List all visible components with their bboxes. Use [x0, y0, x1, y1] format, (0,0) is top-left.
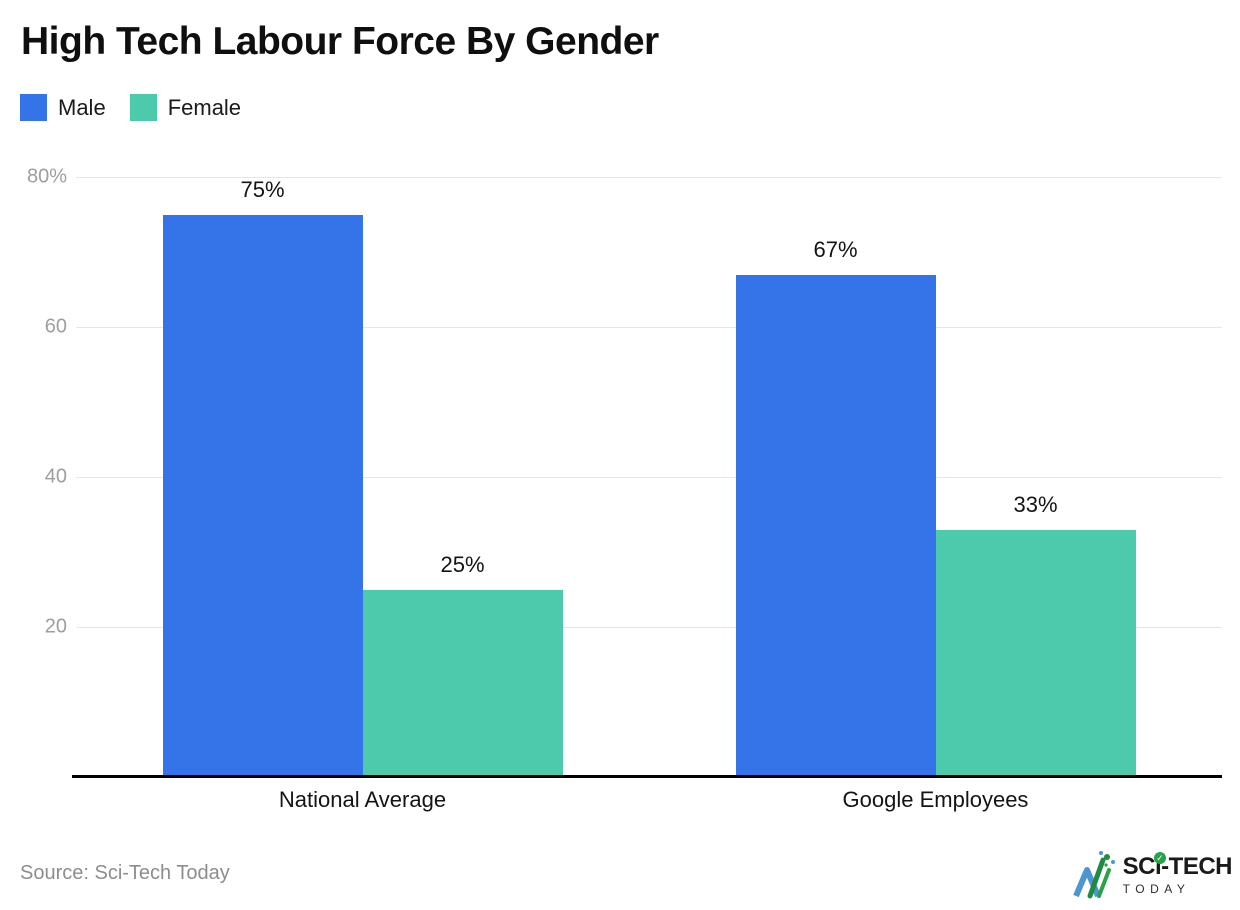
sci-tech-today-logo: SCi-TECH ✓ TODAY	[1072, 850, 1233, 900]
gridline-80	[76, 177, 1222, 178]
bar-value-label: 75%	[240, 176, 285, 202]
bar-male-1	[162, 214, 363, 777]
logo-wordmark-text: SCi-TECH	[1122, 853, 1233, 880]
gridline-40	[76, 477, 1222, 478]
logo-subtext: TODAY	[1122, 882, 1191, 896]
bar-value-label: 25%	[440, 551, 485, 577]
bar-male-2	[735, 274, 936, 777]
legend-item-male: Male	[20, 94, 106, 121]
category-label-2: Google Employees	[842, 787, 1029, 812]
x-axis-line	[72, 775, 1222, 778]
logo-wordmark: SCi-TECH ✓	[1122, 852, 1233, 880]
y-tick-label-40: 40	[44, 465, 67, 488]
gridline-20	[76, 627, 1222, 628]
legend-label-female: Female	[167, 94, 242, 120]
legend: Male Female	[20, 94, 265, 121]
chart-title: High Tech Labour Force By Gender	[21, 20, 659, 63]
female-color-swatch	[129, 94, 157, 121]
bar-value-label: 67%	[813, 236, 858, 262]
check-circle-icon: ✓	[1153, 852, 1166, 864]
male-color-swatch	[20, 94, 47, 121]
logo-text: SCi-TECH ✓ TODAY	[1122, 852, 1233, 896]
bar-female-1	[362, 589, 563, 777]
source-text: Source: Sci-Tech Today	[20, 862, 230, 884]
bar-female-2	[935, 529, 1136, 777]
y-tick-label-80: 80%	[26, 165, 67, 188]
sci-tech-logo-icon	[1072, 851, 1115, 899]
legend-item-female: Female	[129, 94, 242, 121]
y-tick-label-20: 20	[44, 615, 67, 638]
gridline-60	[76, 327, 1222, 328]
y-tick-label-60: 60	[44, 315, 67, 338]
category-label-1: National Average	[278, 787, 447, 812]
legend-label-male: Male	[58, 94, 106, 120]
bar-value-label: 33%	[1013, 491, 1058, 517]
